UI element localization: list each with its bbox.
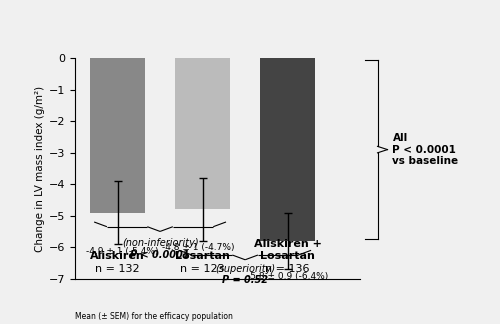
Text: (superiority): (superiority) xyxy=(215,264,275,274)
Text: -4.9 ± 1 (-5.4%): -4.9 ± 1 (-5.4%) xyxy=(86,247,158,256)
Bar xyxy=(90,58,145,213)
Text: Losartan: Losartan xyxy=(175,251,230,261)
Text: -5.8 ± 0.9 (-6.4%): -5.8 ± 0.9 (-6.4%) xyxy=(247,272,328,281)
Text: Mean (± SEM) for the efficacy population: Mean (± SEM) for the efficacy population xyxy=(75,312,233,321)
Text: n = 123: n = 123 xyxy=(180,264,225,274)
Text: Aliskiren +
Losartan: Aliskiren + Losartan xyxy=(254,239,322,261)
Bar xyxy=(260,58,316,241)
Text: P = 0.52: P = 0.52 xyxy=(222,275,268,285)
Y-axis label: Change in LV mass index (g/m²): Change in LV mass index (g/m²) xyxy=(34,86,44,251)
Text: n = 132: n = 132 xyxy=(95,264,140,274)
Bar xyxy=(175,58,231,209)
Text: All
P < 0.0001
vs baseline: All P < 0.0001 vs baseline xyxy=(392,133,458,166)
Text: (non-inferiority): (non-inferiority) xyxy=(122,238,198,248)
Text: Aliskiren: Aliskiren xyxy=(90,251,145,261)
Text: n = 136: n = 136 xyxy=(266,264,310,274)
Text: P < 0.0001: P < 0.0001 xyxy=(130,250,190,260)
Text: -4.8 ± 1 (-4.7%): -4.8 ± 1 (-4.7%) xyxy=(162,243,234,252)
